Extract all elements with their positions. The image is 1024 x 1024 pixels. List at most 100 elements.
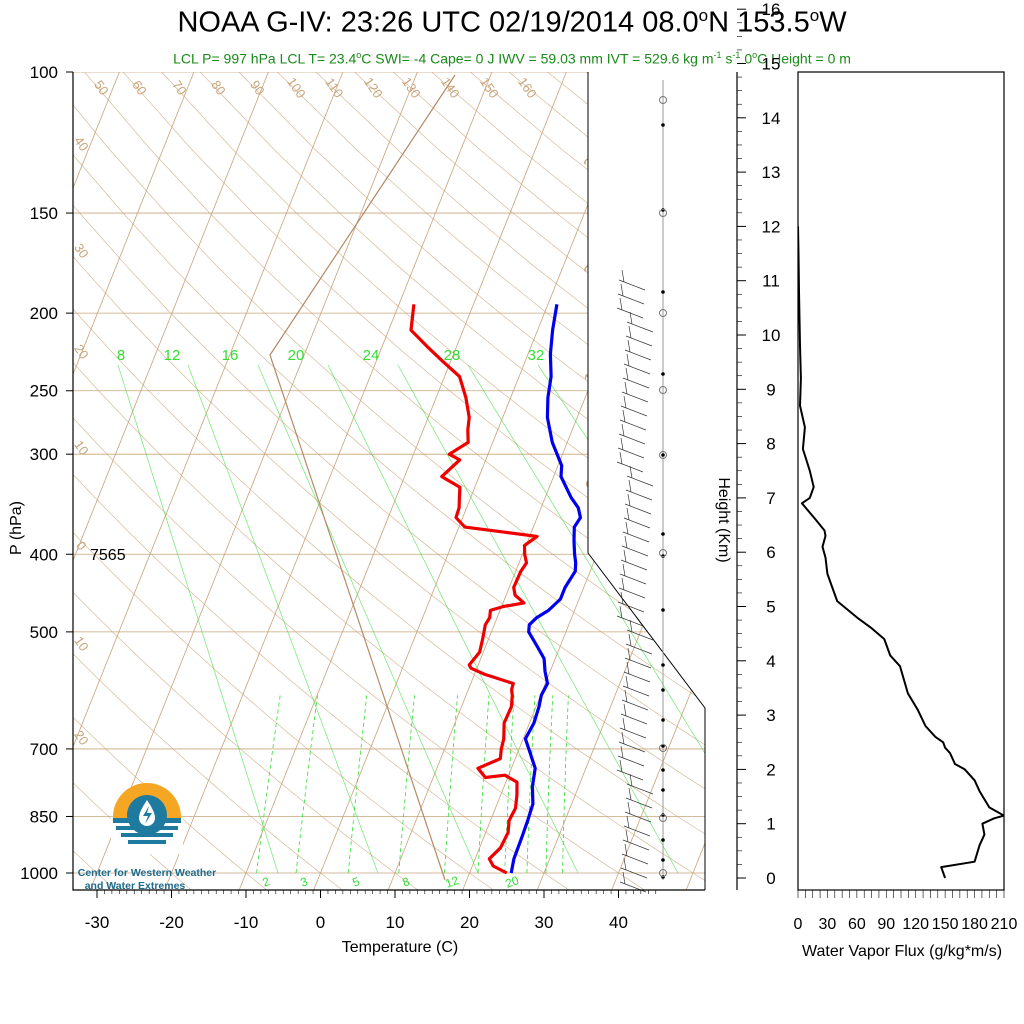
dry-adiabat-line: [73, 782, 192, 890]
barb-point: [661, 290, 665, 294]
dry-adiabat-line: [1011, 72, 1024, 890]
barb-point: [661, 718, 665, 722]
mixing-ratio-label: 28: [444, 347, 461, 364]
isotherm-line: [73, 72, 344, 748]
dry-adiabat-line: [73, 417, 645, 890]
barb-point: [661, 858, 665, 862]
left-isotherm-label: 10: [71, 633, 92, 653]
moist-adiabat-line: [117, 364, 279, 874]
mixing-ratio-line: [347, 695, 368, 874]
dry-adiabat-line: [818, 72, 1024, 890]
mixing-ratio-label: 32: [528, 347, 545, 364]
pressure-tick-label: 250: [30, 382, 58, 401]
temperature-tick-label: 30: [535, 913, 554, 932]
dry-adiabat-line: [199, 72, 705, 504]
wind-barb: [622, 377, 650, 389]
height-tick-label: 5: [766, 598, 775, 617]
dry-adiabat-line: [73, 362, 705, 882]
wind-barb: [617, 447, 645, 459]
barb-point: [661, 453, 665, 457]
isotherm-line: [761, 72, 1024, 890]
height-tick-label: 12: [762, 217, 781, 236]
chart-title: NOAA G-IV: 23:26 UTC 02/19/2014 08.0oN 1…: [177, 6, 847, 39]
wind-barb: [623, 517, 651, 529]
barb-point: [661, 372, 665, 376]
barb-point: [661, 123, 665, 127]
mixing-ratio-label: 16: [222, 347, 239, 364]
left-isotherm-label: 20: [71, 341, 92, 361]
mixing-ratio-line: [398, 695, 415, 874]
series-dewpoint-line: [509, 304, 582, 874]
wind-barb: [625, 489, 653, 501]
barb-point: [661, 838, 665, 842]
wind-barb: [620, 867, 648, 879]
isotherm-line: [73, 72, 195, 376]
height-tick-label: 15: [762, 55, 781, 74]
wind-barb: [620, 713, 648, 725]
mixing-ratio-line: [526, 695, 536, 874]
calm-circle-icon: [659, 549, 667, 557]
dry-adiabat-line: [84, 72, 705, 620]
temperature-tick-label: -20: [159, 913, 184, 932]
pressure-tick-label: 300: [30, 445, 58, 464]
chart-subtitle: LCL P= 997 hPa LCL T= 23.4oC SWI= -4 Cap…: [173, 50, 851, 67]
isotherm-line: [611, 655, 705, 890]
height-tick-label: 0: [766, 869, 775, 888]
height-tick-label: 16: [762, 0, 781, 19]
temperature-tick-label: -30: [85, 913, 110, 932]
pressure-tick-label: 100: [30, 63, 58, 82]
theta-label: 160: [515, 75, 540, 101]
height-tick-label: 7: [766, 489, 775, 508]
logo-line-2: and Water Extremes: [85, 880, 186, 892]
wind-barb: [624, 657, 652, 669]
flux-tick-label: 180: [961, 916, 988, 933]
wind-barb: [619, 727, 647, 739]
dry-adiabat-line: [740, 72, 1024, 890]
flux-tick-label: 0: [794, 916, 803, 933]
dry-adiabat-line: [392, 72, 705, 326]
theta-label: 90: [247, 77, 268, 97]
dry-adiabat-line: [73, 204, 705, 746]
sounding-series: [409, 304, 582, 875]
height-annotation: 7565: [90, 547, 126, 564]
theta-label: 50: [91, 77, 112, 97]
pressure-tick-label: 1000: [20, 864, 58, 883]
left-isotherm-label: 10: [71, 437, 92, 457]
wind-barb: [623, 671, 651, 683]
temperature-axis-label: Temperature (C): [342, 939, 458, 956]
dry-adiabat-line: [73, 653, 343, 890]
flux-profile-line: [798, 226, 1004, 879]
mixing-ratio-bottom-label: 3: [298, 874, 309, 890]
height-tick-label: 13: [762, 163, 781, 182]
mixing-ratio-line: [256, 695, 281, 874]
wind-barb: [626, 629, 654, 641]
wind-barb: [626, 783, 654, 795]
height-tick-label: 14: [762, 109, 781, 128]
wind-barb: [621, 853, 649, 865]
pressure-tick-label: 850: [30, 807, 58, 826]
wind-barb: [621, 545, 649, 557]
barb-point: [661, 744, 665, 748]
barb-point: [661, 663, 665, 667]
wind-barb: [625, 797, 653, 809]
theta-label: 70: [169, 77, 190, 97]
calm-circle-icon: [659, 386, 667, 394]
dry-adiabat-line: [470, 72, 705, 260]
flux-tick-label: 90: [877, 916, 895, 933]
calm-circle-icon: [659, 814, 667, 822]
calm-circle-icon: [659, 96, 667, 104]
calm-circle-icon: [659, 309, 667, 317]
height-tick-label: 11: [762, 272, 780, 291]
mixing-ratio-bottom-label: 20: [503, 873, 521, 891]
wind-barb: [618, 279, 646, 291]
dry-adiabat-line: [933, 72, 1024, 890]
pressure-tick-label: 150: [30, 204, 58, 223]
dry-adiabat-line: [73, 308, 705, 835]
theta-label: 100: [284, 75, 309, 101]
mixing-ratio-line: [545, 695, 554, 874]
skewt-axes: [72, 72, 705, 891]
mixing-ratio-line: [477, 695, 490, 874]
isotherm-line: [89, 72, 418, 890]
